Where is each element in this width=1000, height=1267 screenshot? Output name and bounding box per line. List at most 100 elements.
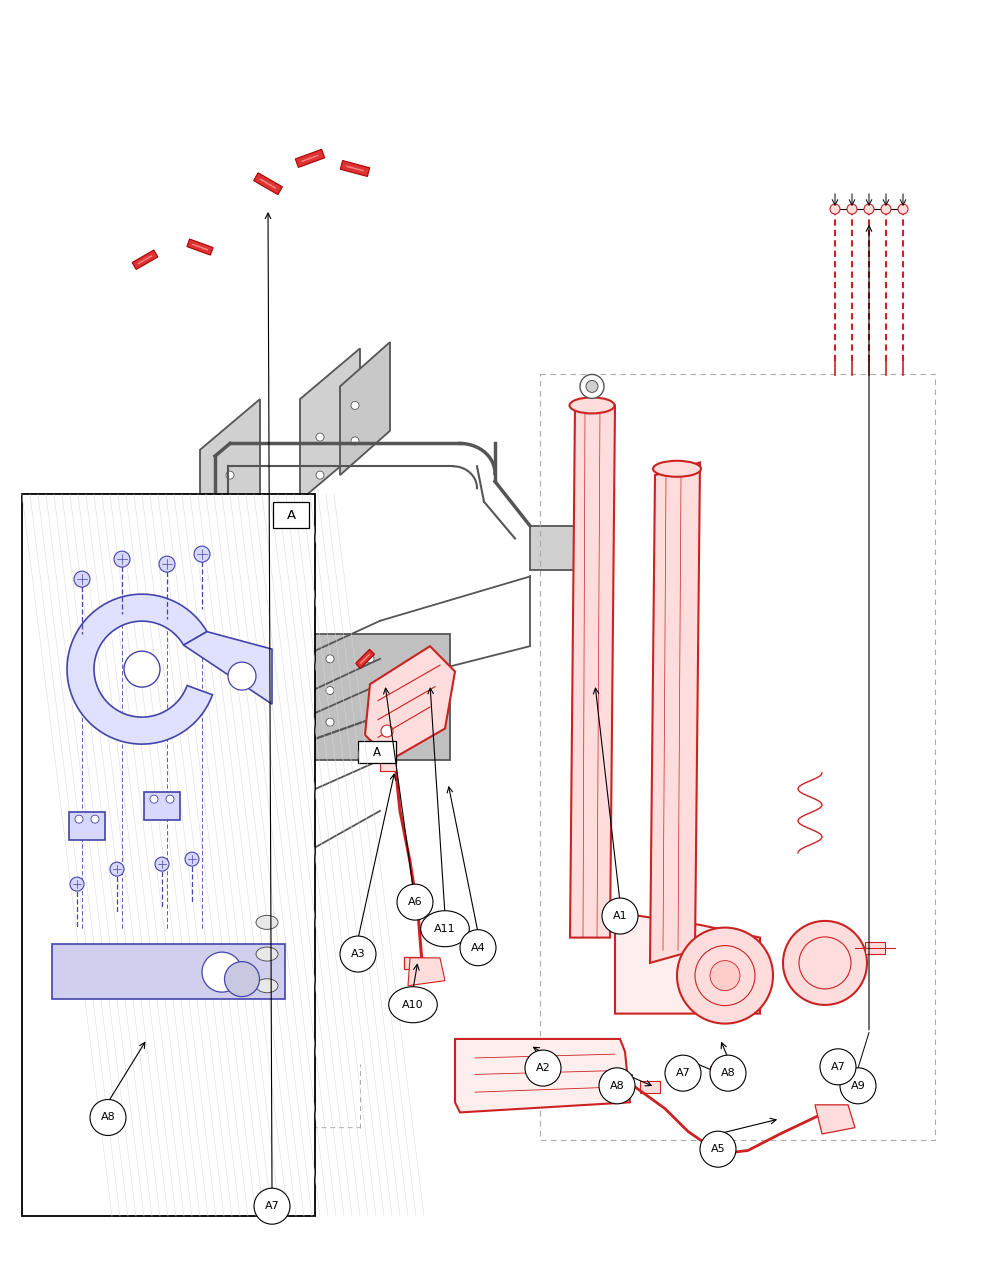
Ellipse shape [653, 461, 701, 476]
Ellipse shape [820, 1049, 856, 1085]
Circle shape [143, 603, 153, 613]
Circle shape [124, 651, 160, 687]
Circle shape [113, 674, 123, 684]
Bar [710, 1066, 730, 1078]
Polygon shape [408, 958, 445, 986]
Circle shape [847, 204, 857, 214]
Polygon shape [530, 526, 610, 570]
Circle shape [326, 655, 334, 663]
Polygon shape [295, 150, 325, 167]
Text: A3: A3 [351, 949, 365, 959]
Bar [358, 741, 396, 763]
Text: A8: A8 [721, 1068, 735, 1078]
Ellipse shape [256, 915, 278, 930]
Circle shape [150, 796, 158, 803]
Circle shape [113, 742, 123, 753]
Circle shape [351, 437, 359, 445]
Circle shape [421, 687, 429, 694]
Polygon shape [200, 399, 260, 545]
Ellipse shape [90, 1100, 126, 1135]
Circle shape [70, 877, 84, 891]
Text: A10: A10 [402, 1000, 424, 1010]
Text: A1: A1 [613, 911, 627, 921]
Text: A8: A8 [101, 1112, 115, 1123]
Polygon shape [570, 405, 615, 938]
Circle shape [74, 571, 90, 587]
Circle shape [185, 853, 199, 867]
Polygon shape [305, 634, 450, 760]
Circle shape [580, 375, 604, 398]
Circle shape [710, 960, 740, 991]
Ellipse shape [700, 1131, 736, 1167]
Bar [144, 792, 180, 820]
Circle shape [396, 687, 404, 694]
Text: A7: A7 [831, 1062, 845, 1072]
Circle shape [864, 204, 874, 214]
Polygon shape [184, 632, 272, 704]
Circle shape [326, 718, 334, 726]
Bar [828, 1058, 848, 1071]
Circle shape [114, 551, 130, 568]
Ellipse shape [397, 884, 433, 920]
Ellipse shape [254, 1188, 290, 1224]
Polygon shape [650, 462, 700, 963]
Ellipse shape [570, 398, 614, 413]
Bar [22, 494, 315, 1216]
Circle shape [226, 471, 234, 479]
Circle shape [351, 402, 359, 409]
Circle shape [202, 952, 242, 992]
Circle shape [366, 655, 374, 663]
Text: A11: A11 [434, 924, 456, 934]
Circle shape [326, 687, 334, 694]
Bar [273, 502, 309, 528]
Ellipse shape [256, 946, 278, 962]
Ellipse shape [525, 1050, 561, 1086]
Circle shape [316, 433, 324, 441]
Circle shape [143, 674, 153, 684]
Text: A8: A8 [610, 1081, 624, 1091]
Circle shape [113, 710, 123, 720]
Circle shape [881, 204, 891, 214]
Polygon shape [132, 250, 158, 270]
Circle shape [226, 509, 234, 517]
Text: A9: A9 [851, 1081, 865, 1091]
Circle shape [166, 796, 174, 803]
Ellipse shape [256, 978, 278, 993]
Bar [52, 944, 285, 1000]
Ellipse shape [602, 898, 638, 934]
Text: A7: A7 [676, 1068, 690, 1078]
Polygon shape [340, 342, 390, 475]
Bar [865, 941, 885, 954]
Circle shape [155, 858, 169, 872]
Circle shape [143, 742, 153, 753]
Polygon shape [455, 1039, 630, 1112]
Polygon shape [340, 161, 370, 176]
Text: A6: A6 [408, 897, 422, 907]
Bar [618, 1074, 632, 1090]
Circle shape [799, 936, 851, 990]
Circle shape [91, 815, 99, 824]
Circle shape [159, 556, 175, 573]
Ellipse shape [421, 911, 469, 946]
Ellipse shape [340, 936, 376, 972]
Text: A4: A4 [471, 943, 485, 953]
Circle shape [316, 471, 324, 479]
Ellipse shape [665, 1055, 701, 1091]
Ellipse shape [599, 1068, 635, 1104]
Circle shape [898, 204, 908, 214]
Text: A: A [373, 746, 381, 759]
Text: A5: A5 [711, 1144, 725, 1154]
Circle shape [586, 380, 598, 393]
Bar [404, 957, 424, 969]
Bar [69, 812, 105, 840]
Text: A2: A2 [536, 1063, 550, 1073]
Polygon shape [365, 646, 455, 760]
Circle shape [830, 204, 840, 214]
Circle shape [783, 921, 867, 1005]
Ellipse shape [224, 962, 260, 997]
Polygon shape [40, 862, 95, 963]
Circle shape [110, 862, 124, 875]
Polygon shape [355, 649, 375, 669]
Polygon shape [95, 570, 215, 792]
Ellipse shape [389, 987, 437, 1022]
